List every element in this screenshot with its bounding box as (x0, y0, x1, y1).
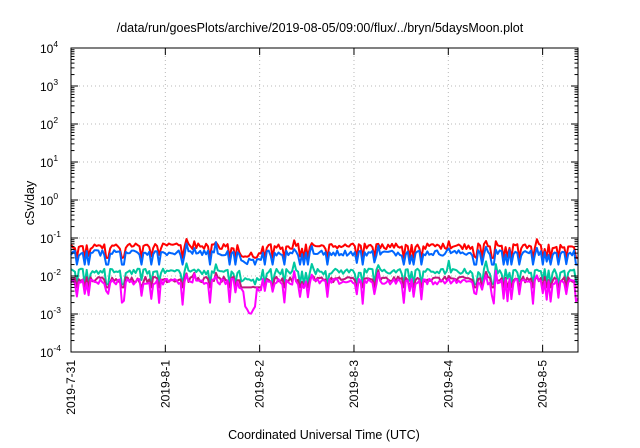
y-tick-label: 103 (40, 77, 58, 94)
y-tick-label: 104 (40, 39, 58, 56)
y-tick-label: 100 (40, 191, 58, 208)
x-axis-label: Coordinated Universal Time (UTC) (228, 428, 420, 442)
axis-ticks (70, 47, 578, 353)
x-tick-label: 2019-8-2 (253, 360, 267, 408)
grid-lines (71, 48, 578, 352)
y-tick-label: 10-3 (40, 305, 61, 322)
series-line-1 (70, 238, 578, 259)
y-tick-label: 10-2 (40, 267, 61, 284)
series-lines (70, 238, 579, 315)
x-tick-label: 2019-7-31 (64, 360, 78, 415)
x-tick-label: 2019-8-3 (347, 360, 361, 408)
chart-title: /data/run/goesPlots/archive/2019-08-05/0… (116, 21, 524, 35)
y-tick-label: 10-4 (40, 343, 61, 360)
y-tick-label: 10-1 (40, 229, 61, 246)
y-tick-label: 101 (40, 153, 58, 170)
x-tick-label: 2019-8-1 (158, 360, 172, 408)
y-tick-labels: 10-4 10-3 10-2 10-1 100 101 102 103 104 (40, 39, 61, 360)
series-line-2 (70, 241, 578, 266)
series-line-5 (70, 269, 579, 315)
y-tick-label: 102 (40, 115, 58, 132)
x-tick-labels: 2019-7-31 2019-8-1 2019-8-2 2019-8-3 2019-8-… (64, 360, 550, 415)
x-tick-label: 2019-8-4 (441, 360, 455, 408)
x-tick-label: 2019-8-5 (536, 360, 550, 408)
